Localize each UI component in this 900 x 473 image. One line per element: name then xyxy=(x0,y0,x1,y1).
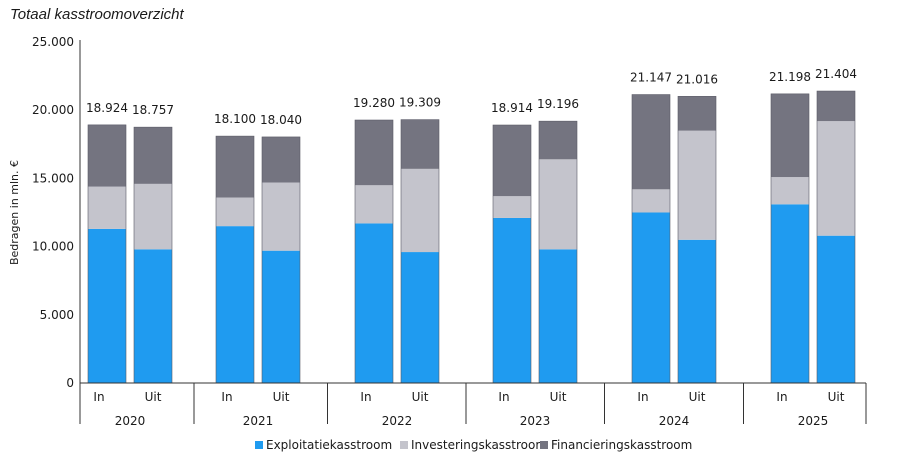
bar-segment xyxy=(216,136,254,198)
bar-segment xyxy=(262,250,300,383)
legend-label: Investeringskasstroom xyxy=(411,438,547,452)
bar-segment xyxy=(401,252,439,383)
bar-total-label: 21.016 xyxy=(676,72,718,86)
legend-label: Financieringskasstroom xyxy=(551,438,692,452)
x-category-label: In xyxy=(498,390,509,404)
bar-segment xyxy=(493,217,531,383)
bar-segment xyxy=(88,124,126,187)
bar-segment xyxy=(355,185,393,224)
bar-segment xyxy=(401,119,439,169)
x-category-label: Uit xyxy=(145,390,162,404)
x-group-label: 2025 xyxy=(798,414,829,428)
bar-total-label: 21.198 xyxy=(769,70,811,84)
bar-segment xyxy=(817,235,855,383)
x-category-label: Uit xyxy=(689,390,706,404)
y-tick-label: 0 xyxy=(66,376,74,390)
bar-total-label: 18.040 xyxy=(260,113,302,127)
x-category-label: In xyxy=(776,390,787,404)
x-category-label: Uit xyxy=(273,390,290,404)
bar-segment xyxy=(401,168,439,253)
y-tick-label: 25.000 xyxy=(32,35,74,49)
bar-segment xyxy=(539,159,577,250)
bar-segment xyxy=(134,249,172,383)
x-category-label: In xyxy=(637,390,648,404)
y-tick-label: 20.000 xyxy=(32,103,74,117)
bar-segment xyxy=(539,249,577,383)
bar-segment xyxy=(262,136,300,183)
y-axis-label: Bedragen in mln. € xyxy=(8,160,21,265)
bar-total-label: 21.147 xyxy=(630,71,672,85)
bar-total-label: 18.924 xyxy=(86,101,128,115)
x-category-label: In xyxy=(221,390,232,404)
bar-segment xyxy=(216,226,254,383)
bar-total-label: 19.196 xyxy=(537,97,579,111)
x-category-label: Uit xyxy=(550,390,567,404)
x-category-label: In xyxy=(360,390,371,404)
bar-total-label: 21.404 xyxy=(815,67,857,81)
legend: Exploitatiekasstroom Investeringskasstroo… xyxy=(255,438,692,452)
bar-segment xyxy=(632,94,670,190)
bar-total-label: 18.757 xyxy=(132,103,174,117)
y-tick-label: 10.000 xyxy=(32,240,74,254)
chart-title: Totaal kasstroomoverzicht xyxy=(10,6,184,23)
bars-layer: 18.924 18.757 18.100 18.040 19.280 19.309 18.9… xyxy=(86,67,857,384)
bar-segment xyxy=(817,121,855,236)
x-group-label: 2020 xyxy=(115,414,146,428)
bar-segment xyxy=(632,212,670,383)
bar-segment xyxy=(771,93,809,178)
bar-segment xyxy=(355,120,393,186)
bar-segment xyxy=(88,186,126,229)
bar-segment xyxy=(493,125,531,197)
bar-segment xyxy=(493,196,531,218)
legend-swatch xyxy=(255,441,263,449)
bar-segment xyxy=(771,177,809,205)
legend-label: Exploitatiekasstroom xyxy=(266,438,392,452)
y-tick-label: 15.000 xyxy=(32,171,74,185)
bar-segment xyxy=(539,121,577,160)
bar-segment xyxy=(771,204,809,383)
x-axis: In Uit 2020 In Uit 2021 In Uit 2022 In Uit 2023 In Ui… xyxy=(79,382,867,428)
bar-segment xyxy=(262,182,300,251)
x-category-label: Uit xyxy=(412,390,429,404)
bar-segment xyxy=(134,127,172,184)
bar-segment xyxy=(678,239,716,383)
bar-segment xyxy=(632,189,670,213)
bar-total-label: 19.309 xyxy=(399,96,441,110)
bar-total-label: 18.914 xyxy=(491,101,533,115)
x-group-label: 2021 xyxy=(243,414,274,428)
bar-segment xyxy=(678,96,716,131)
legend-swatch xyxy=(400,441,408,449)
bar-segment xyxy=(817,91,855,122)
bar-segment xyxy=(678,130,716,240)
bar-total-label: 18.100 xyxy=(214,112,256,126)
bar-segment xyxy=(355,223,393,383)
legend-swatch xyxy=(540,441,548,449)
bar-total-label: 19.280 xyxy=(353,96,395,110)
bar-segment xyxy=(216,197,254,227)
x-group-label: 2022 xyxy=(382,414,413,428)
x-category-label: Uit xyxy=(828,390,845,404)
x-group-label: 2024 xyxy=(659,414,690,428)
x-group-label: 2023 xyxy=(520,414,551,428)
y-tick-label: 5.000 xyxy=(40,308,74,322)
x-category-label: In xyxy=(93,390,104,404)
y-axis: 0 5.000 10.000 15.000 20.000 25.000 Bedragen i… xyxy=(8,35,81,390)
bar-segment xyxy=(134,183,172,250)
bar-segment xyxy=(88,228,126,383)
